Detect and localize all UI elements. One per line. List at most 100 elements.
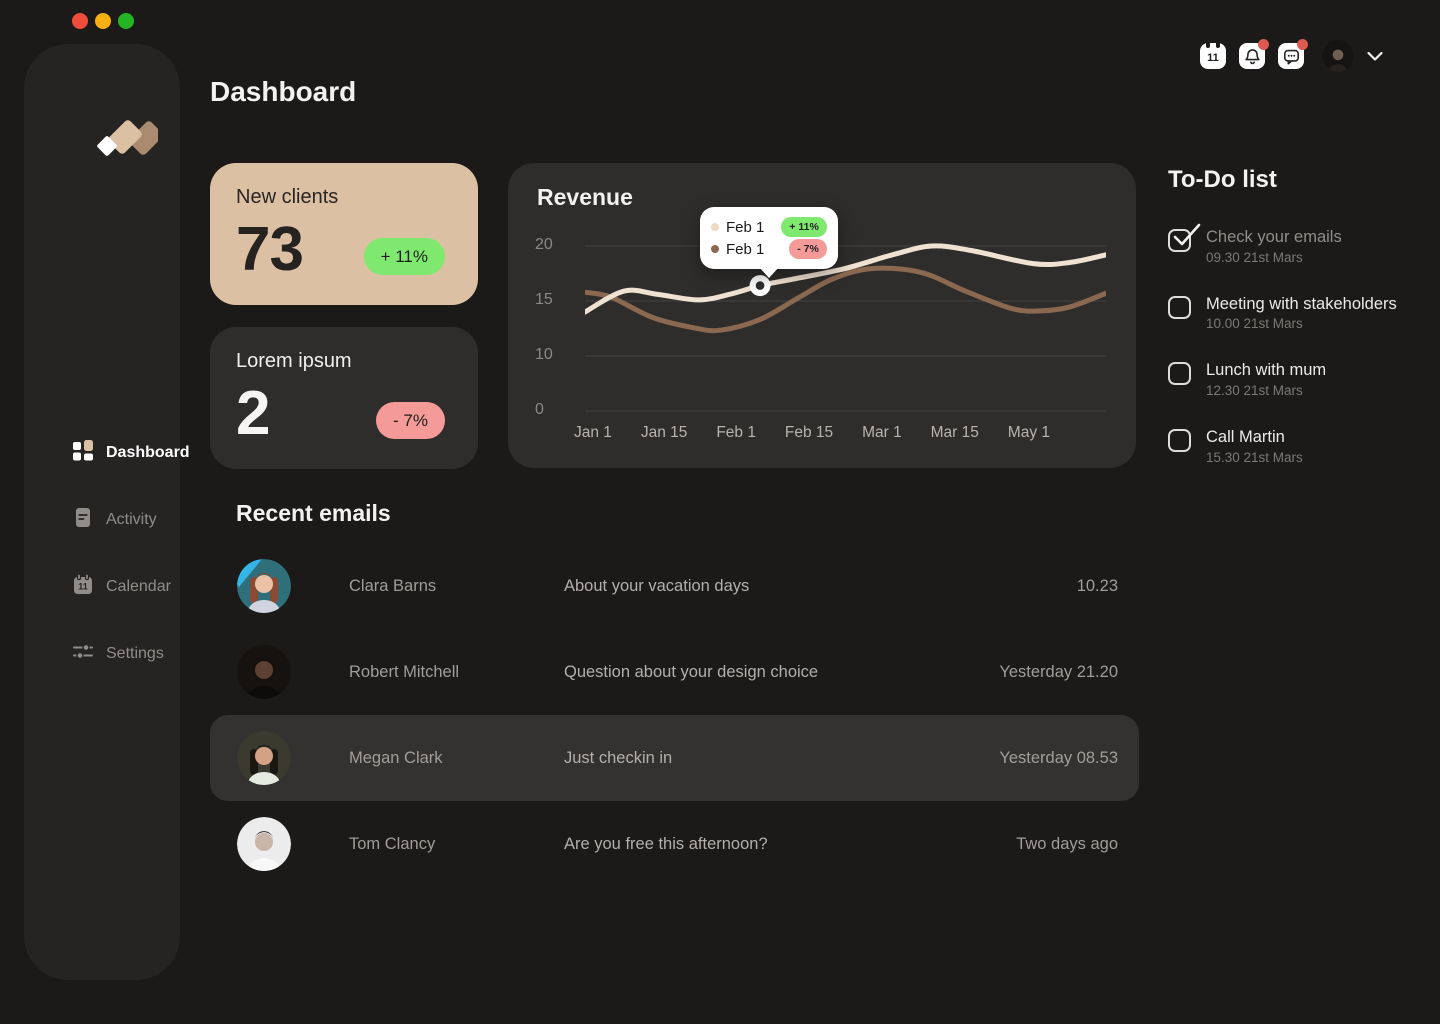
sidebar-item-label: Calendar: [106, 577, 171, 595]
avatar: [237, 559, 291, 613]
revenue-chart-card: Revenue 20 15 10 0 Jan 1 Jan 15 Feb 1 Feb 15 Ma…: [508, 163, 1136, 468]
minimize-button[interactable]: [95, 13, 111, 29]
messages-button[interactable]: [1278, 39, 1308, 69]
notifications-button[interactable]: [1239, 39, 1269, 69]
window-controls: [72, 13, 134, 29]
user-avatar[interactable]: [1322, 40, 1354, 72]
email-time: Two days ago: [1016, 834, 1118, 853]
checkbox-checked[interactable]: [1168, 223, 1201, 252]
sidebar-item-label: Settings: [106, 644, 164, 662]
todo-time: 10.00 21st Mars: [1206, 316, 1303, 332]
email-time: Yesterday 08.53: [999, 748, 1118, 767]
y-tick-label: 0: [535, 401, 544, 418]
series-dot: [711, 245, 719, 253]
tooltip-row: Feb 1 - 7%: [711, 238, 827, 260]
todo-time: 12.30 21st Mars: [1206, 382, 1303, 398]
sidebar-nav: Dashboard Activity 11 Calendar Settings: [73, 436, 190, 704]
email-subject: About your vacation days: [564, 576, 750, 595]
stat-value: 2: [236, 379, 270, 448]
todo-label: Meeting with stakeholders: [1206, 294, 1397, 313]
tooltip-badge: + 11%: [781, 217, 827, 237]
todo-text: Meeting with stakeholders 10.00 21st Mar…: [1206, 294, 1397, 332]
chart-tooltip: Feb 1 + 11% Feb 1 - 7%: [700, 207, 838, 269]
chevron-down-icon[interactable]: [1367, 51, 1383, 61]
todo-title: To-Do list: [1168, 166, 1277, 193]
chat-icon: [1283, 49, 1299, 65]
email-row[interactable]: Tom Clancy Are you free this afternoon? …: [210, 801, 1139, 887]
calendar-icon: 11: [73, 572, 93, 600]
topbar-actions: 11: [1200, 39, 1383, 72]
settings-sliders-icon: [73, 641, 93, 667]
email-row[interactable]: Clara Barns About your vacation days 10.…: [210, 543, 1139, 629]
todo-item: Lunch with mum 12.30 21st Mars: [1168, 360, 1428, 398]
checkbox-unchecked[interactable]: [1168, 362, 1191, 386]
todo-item: Meeting with stakeholders 10.00 21st Mar…: [1168, 294, 1428, 332]
close-button[interactable]: [72, 13, 88, 29]
sidebar-item-label: Activity: [106, 510, 157, 528]
tooltip-row: Feb 1 + 11%: [711, 216, 827, 238]
app-logo-icon: [94, 110, 163, 171]
todo-text: Lunch with mum 12.30 21st Mars: [1206, 360, 1326, 398]
todo-panel: To-Do list Check your emails 09.30 21st …: [1168, 166, 1428, 494]
chart-x-axis: Jan 1 Jan 15 Feb 1 Feb 15 Mar 1 Mar 15 May 1: [574, 424, 1050, 442]
calendar-ring: [1206, 41, 1210, 48]
tooltip-label: Feb 1: [726, 240, 765, 258]
sidebar-item-label: Dashboard: [106, 443, 190, 461]
activity-note-icon: [73, 507, 93, 533]
series-dot: [711, 223, 719, 231]
stat-title: Lorem ipsum: [236, 350, 352, 372]
calendar-button[interactable]: 11: [1200, 41, 1226, 69]
tooltip-label: Feb 1: [726, 218, 765, 236]
calendar-ring: [1216, 41, 1220, 48]
email-sender: Robert Mitchell: [349, 662, 460, 681]
email-row[interactable]: Megan Clark Just checkin in Yesterday 08…: [210, 715, 1139, 801]
x-tick-label: Feb 15: [784, 424, 834, 441]
checkbox-unchecked[interactable]: [1168, 295, 1191, 319]
notification-badge: [1258, 39, 1269, 50]
calendar-icon: 11: [1207, 52, 1219, 64]
email-subject: Just checkin in: [564, 748, 673, 767]
email-row[interactable]: Robert Mitchell Question about your desi…: [210, 629, 1139, 715]
sidebar-item-settings[interactable]: Settings: [73, 637, 190, 670]
trend-badge-up: + 11%: [363, 238, 445, 275]
x-tick-label: Mar 1: [862, 424, 902, 441]
todo-label: Check your emails: [1206, 228, 1342, 246]
stat-value: 73: [236, 215, 304, 284]
email-sender: Tom Clancy: [349, 834, 436, 853]
x-tick-label: Feb 1: [716, 424, 756, 441]
avatar: [237, 817, 291, 871]
email-sender: Megan Clark: [349, 748, 443, 767]
todo-time: 15.30 21st Mars: [1206, 449, 1303, 465]
chart-title: Revenue: [537, 184, 633, 210]
x-tick-label: Jan 1: [574, 424, 612, 441]
zoom-button[interactable]: [118, 13, 134, 29]
sidebar-item-activity[interactable]: Activity: [73, 503, 190, 536]
todo-label: Lunch with mum: [1206, 361, 1327, 380]
todo-list: Check your emails 09.30 21st Mars Meetin…: [1168, 223, 1428, 465]
checkbox-unchecked[interactable]: [1168, 428, 1191, 452]
svg-text:11: 11: [78, 581, 88, 591]
tooltip-badge: - 7%: [789, 239, 827, 259]
dashboard-grid-icon: [73, 439, 93, 466]
sidebar-item-dashboard[interactable]: Dashboard: [73, 436, 190, 469]
stat-card-new-clients: New clients 73 + 11%: [210, 163, 478, 305]
x-tick-label: May 1: [1007, 424, 1050, 441]
page-title: Dashboard: [210, 76, 357, 107]
notification-badge: [1297, 39, 1308, 50]
sidebar-item-calendar[interactable]: 11 Calendar: [73, 570, 190, 603]
email-sender: Clara Barns: [349, 576, 437, 595]
revenue-line-chart: [585, 243, 1106, 412]
email-time: 10.23: [1076, 576, 1118, 595]
todo-item: Call Martin 15.30 21st Mars: [1168, 427, 1428, 465]
y-tick-label: 10: [535, 346, 553, 363]
avatar: [237, 645, 291, 699]
todo-item: Check your emails 09.30 21st Mars: [1168, 223, 1428, 265]
todo-text: Call Martin 15.30 21st Mars: [1206, 427, 1303, 465]
stat-title: New clients: [236, 186, 339, 208]
x-tick-label: Mar 15: [930, 424, 979, 441]
trend-badge-down: - 7%: [376, 402, 445, 439]
stat-card-lorem-ipsum: Lorem ipsum 2 - 7%: [210, 327, 478, 469]
y-tick-label: 20: [535, 236, 553, 253]
todo-label: Call Martin: [1206, 427, 1285, 446]
